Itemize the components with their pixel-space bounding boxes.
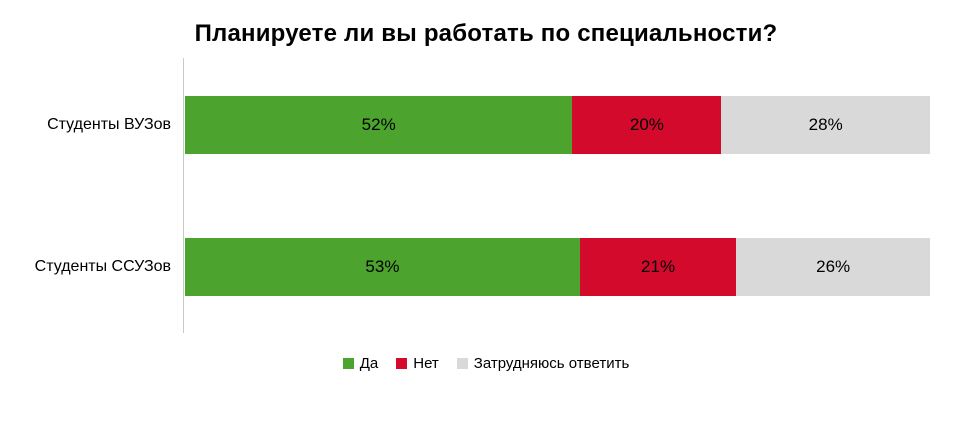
segment-value-label: 21% <box>641 256 676 276</box>
y-axis-line <box>183 58 184 333</box>
stacked-bar: 53% 21% 26% <box>185 237 930 296</box>
legend-swatch-icon <box>342 358 354 369</box>
bar-segment-no: 21% <box>579 237 737 296</box>
chart-title: Планируете ли вы работать по специальнос… <box>194 20 778 47</box>
legend-label: Да <box>359 355 379 372</box>
bar-segment-undecided: 26% <box>736 237 930 296</box>
segment-value-label: 53% <box>365 256 400 276</box>
segment-value-label: 52% <box>361 114 396 134</box>
category-label: Студенты ВУЗов <box>47 115 171 133</box>
stacked-bar: 52% 20% 28% <box>185 95 930 154</box>
chart-row: Студенты ССУЗов 53% 21% 26% <box>0 237 972 296</box>
plot-area: Студенты ВУЗов 52% 20% 28% Студенты ССУЗов 53… <box>0 58 972 333</box>
bar-segment-yes: 52% <box>185 95 573 154</box>
legend-item-yes: Да <box>342 355 379 372</box>
legend-label: Нет <box>413 355 439 372</box>
category-label: Студенты ССУЗов <box>34 257 171 275</box>
legend: Да Нет Затрудняюсь ответить <box>0 355 972 372</box>
legend-swatch-icon <box>456 358 468 369</box>
bar-segment-no: 20% <box>572 95 722 154</box>
legend-item-undecided: Затрудняюсь ответить <box>456 355 630 372</box>
legend-swatch-icon <box>396 358 408 369</box>
bar-segment-undecided: 28% <box>721 95 930 154</box>
bar-segment-yes: 53% <box>185 237 580 296</box>
segment-value-label: 20% <box>629 114 664 134</box>
segment-value-label: 28% <box>808 114 843 134</box>
legend-label: Затрудняюсь ответить <box>473 355 630 372</box>
legend-item-no: Нет <box>396 355 439 372</box>
segment-value-label: 26% <box>816 256 851 276</box>
chart-row: Студенты ВУЗов 52% 20% 28% <box>0 95 972 154</box>
